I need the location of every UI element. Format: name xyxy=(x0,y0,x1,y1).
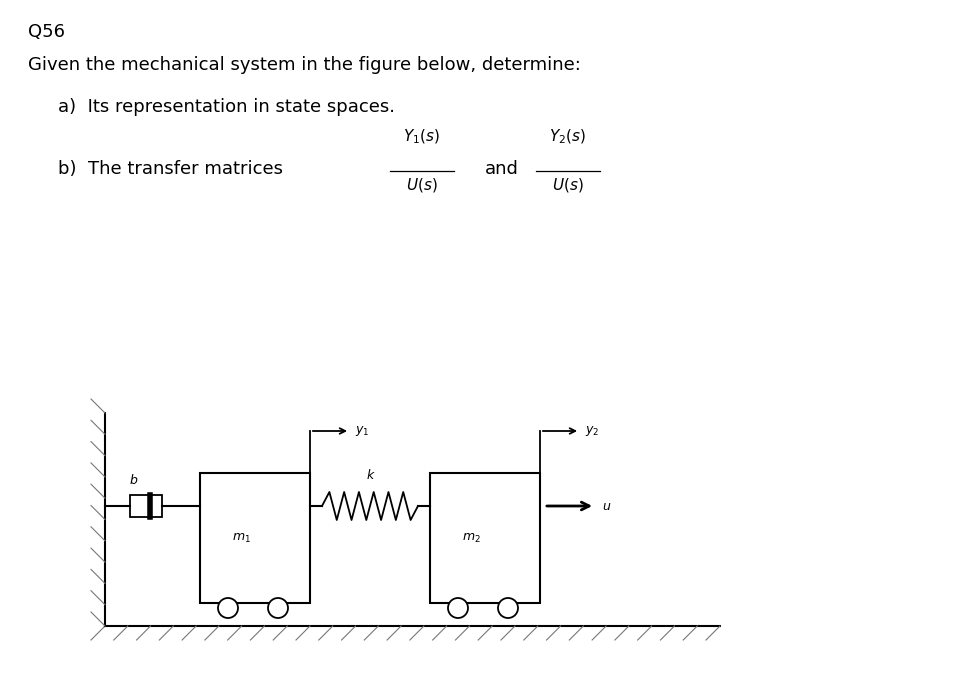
Text: k: k xyxy=(366,469,374,482)
Circle shape xyxy=(448,598,468,618)
Bar xyxy=(200,473,310,603)
Text: b)  The transfer matrices: b) The transfer matrices xyxy=(58,160,283,178)
Text: Q56: Q56 xyxy=(28,23,65,41)
Text: a)  Its representation in state spaces.: a) Its representation in state spaces. xyxy=(58,98,395,116)
Text: u: u xyxy=(602,500,610,512)
Circle shape xyxy=(218,598,238,618)
Bar xyxy=(430,473,540,603)
Bar xyxy=(130,495,162,517)
Text: $m_1$: $m_1$ xyxy=(233,531,251,544)
Text: $U(s)$: $U(s)$ xyxy=(406,176,438,194)
Text: and: and xyxy=(485,160,519,178)
Text: Given the mechanical system in the figure below, determine:: Given the mechanical system in the figur… xyxy=(28,56,581,74)
Text: $y_2$: $y_2$ xyxy=(585,424,599,438)
Text: $y_1$: $y_1$ xyxy=(355,424,369,438)
Text: $m_2$: $m_2$ xyxy=(463,531,481,544)
Circle shape xyxy=(268,598,288,618)
Text: $U(s)$: $U(s)$ xyxy=(552,176,583,194)
Text: b: b xyxy=(130,474,137,487)
Circle shape xyxy=(498,598,518,618)
Text: $Y_1(s)$: $Y_1(s)$ xyxy=(403,128,440,146)
Text: $Y_2(s)$: $Y_2(s)$ xyxy=(549,128,586,146)
